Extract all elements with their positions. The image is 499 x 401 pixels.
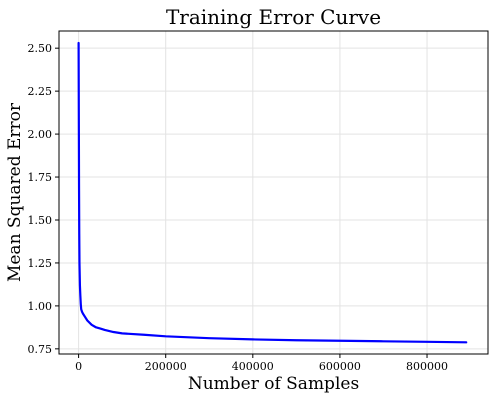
series-layer	[77, 41, 468, 344]
y-tick-label: 2.00	[28, 128, 53, 141]
x-tick-label: 0	[75, 360, 82, 373]
x-tick-label: 200000	[145, 360, 187, 373]
x-tick-label: 600000	[319, 360, 361, 373]
y-tick-label: 1.00	[28, 300, 53, 313]
y-axis-label: Mean Squared Error	[5, 102, 25, 282]
y-tick-label: 1.75	[28, 171, 53, 184]
plot-frame	[58, 30, 489, 355]
x-tick-label: 800000	[406, 360, 448, 373]
y-tick-label: 0.75	[28, 343, 53, 356]
y-tick-label: 1.50	[28, 214, 53, 227]
training-error-line	[77, 41, 468, 344]
grid	[59, 31, 488, 354]
y-tick-label: 1.25	[28, 257, 53, 270]
y-axis-ticks: 0.75 1.00 1.25 1.50 1.75 2.00 2.25 2.50	[28, 42, 59, 356]
y-tick-label: 2.25	[28, 85, 53, 98]
chart-title: Training Error Curve	[166, 5, 381, 29]
x-tick-label: 400000	[232, 360, 274, 373]
y-tick-label: 2.50	[28, 42, 53, 55]
x-axis-ticks: 0 200000 400000 600000 800000	[75, 354, 448, 373]
x-axis-label: Number of Samples	[188, 374, 359, 394]
